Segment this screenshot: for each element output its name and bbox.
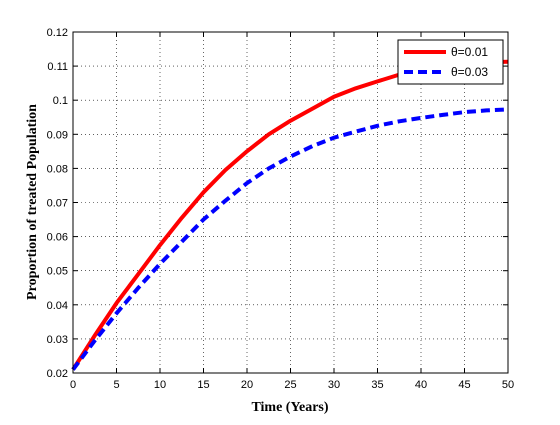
legend-label-theta-0-03: θ=0.03 xyxy=(451,65,488,79)
y-tick-label: 0.02 xyxy=(47,368,68,380)
x-tick-label: 15 xyxy=(197,379,209,391)
x-tick-label: 35 xyxy=(371,379,383,391)
y-tick-label: 0.09 xyxy=(47,129,68,141)
x-tick-labels: 0 5 10 15 20 25 30 35 40 45 50 xyxy=(70,379,514,391)
x-tick-label: 10 xyxy=(154,379,166,391)
x-tick-label: 0 xyxy=(70,379,76,391)
y-tick-label: 0.12 xyxy=(47,27,68,39)
legend-box xyxy=(397,39,504,85)
y-axis-title: Proportion of treated Population xyxy=(25,104,40,300)
legend-label-theta-0-01: θ=0.01 xyxy=(451,45,488,59)
y-tick-label: 0.03 xyxy=(47,334,68,346)
y-tick-label: 0.07 xyxy=(47,198,68,210)
x-tick-label: 45 xyxy=(458,379,470,391)
x-tick-label: 30 xyxy=(328,379,340,391)
x-tick-label: 5 xyxy=(113,379,119,391)
x-tick-label: 40 xyxy=(415,379,427,391)
y-tick-label: 0.1 xyxy=(53,95,68,107)
series-line-theta-0-03 xyxy=(71,107,509,371)
grid xyxy=(73,32,508,373)
y-tick-label: 0.06 xyxy=(47,232,68,244)
x-tick-label: 25 xyxy=(284,379,296,391)
y-tick-label: 0.04 xyxy=(47,300,68,312)
x-axis-title: Time (Years) xyxy=(251,400,328,415)
x-tick-label: 20 xyxy=(241,379,253,391)
y-tick-label: 0.08 xyxy=(47,163,68,175)
y-tick-label: 0.05 xyxy=(47,266,68,278)
x-tick-label: 50 xyxy=(502,379,514,391)
y-tick-label: 0.11 xyxy=(47,61,68,73)
ticks xyxy=(72,31,509,374)
legend: θ=0.01 θ=0.03 xyxy=(397,39,504,85)
y-tick-labels: 0.02 0.03 0.04 0.05 0.06 0.07 0.08 0.09 0.1 0.11 0… xyxy=(47,27,68,380)
